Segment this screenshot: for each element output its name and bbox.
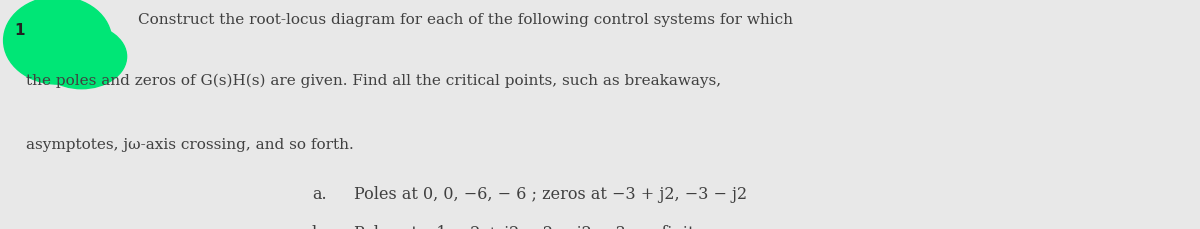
Text: 1: 1 <box>14 23 25 38</box>
Ellipse shape <box>37 25 127 89</box>
Ellipse shape <box>4 0 112 85</box>
Text: the poles and zeros of G(s)H(s) are given. Find all the critical points, such as: the poles and zeros of G(s)H(s) are give… <box>26 73 721 88</box>
Text: a.: a. <box>312 185 326 202</box>
Text: Poles at 0, 0, −6, − 6 ; zeros at −3 + j2, −3 − j2: Poles at 0, 0, −6, − 6 ; zeros at −3 + j… <box>354 185 748 202</box>
Text: b.: b. <box>312 224 328 229</box>
Text: asymptotes, jω-axis crossing, and so forth.: asymptotes, jω-axis crossing, and so for… <box>26 137 354 151</box>
Text: Construct the root-locus diagram for each of the following control systems for w: Construct the root-locus diagram for eac… <box>138 13 793 27</box>
Text: Poles at −1, −2 + j2, −2 − j2, −3; no finite zeros: Poles at −1, −2 + j2, −2 − j2, −3; no fi… <box>354 224 752 229</box>
